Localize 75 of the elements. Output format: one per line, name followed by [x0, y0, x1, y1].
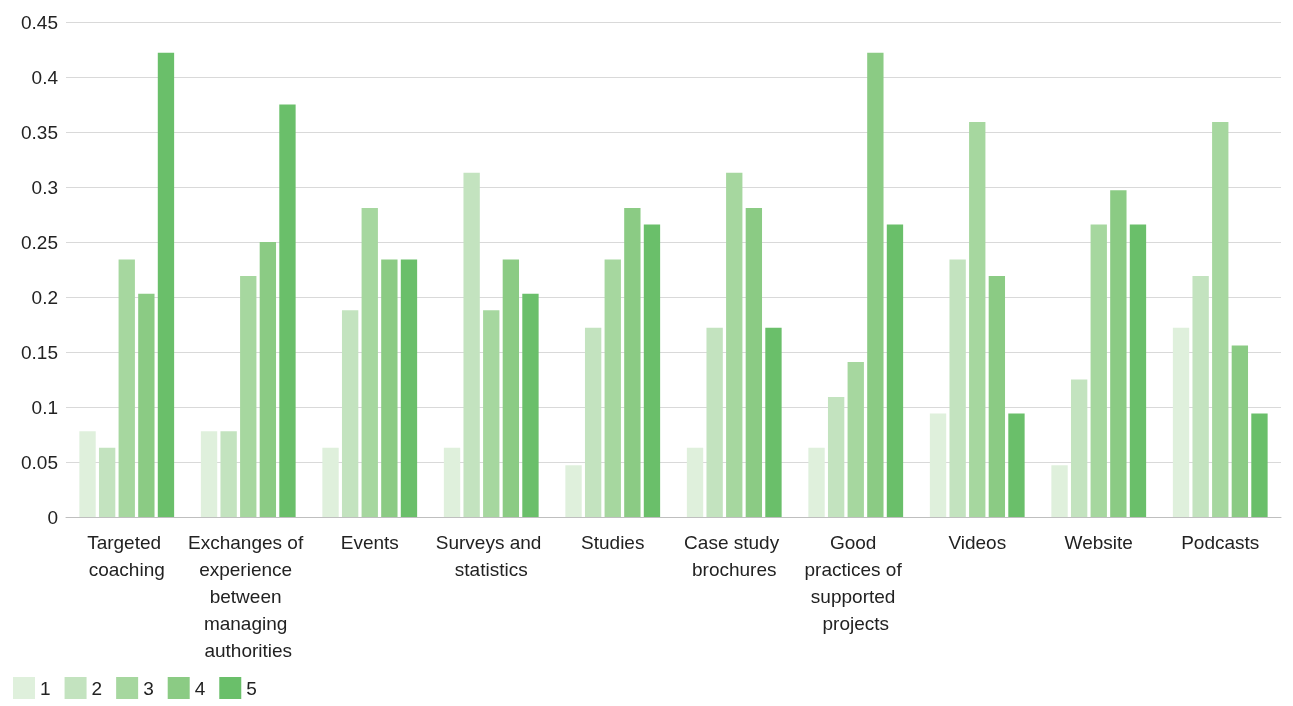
y-tick-label: 0.35: [21, 121, 58, 143]
y-tick-label: 0.3: [31, 176, 58, 198]
bar: [604, 259, 621, 517]
x-tick-label: Targeted coaching: [87, 532, 167, 580]
y-tick-label: 0.2: [31, 286, 58, 308]
x-tick-label: Good practices of supported projects: [804, 532, 907, 634]
bar: [1231, 345, 1249, 517]
bar: [341, 310, 359, 517]
bar: [1172, 327, 1190, 517]
bar: [765, 327, 782, 517]
bar: [867, 52, 884, 517]
bar: [259, 242, 277, 517]
bar: [1070, 379, 1088, 517]
bar: [643, 224, 661, 517]
bar: [686, 447, 704, 517]
x-tick-label: Events: [340, 532, 399, 553]
bar: [443, 447, 461, 517]
bar: [808, 447, 825, 517]
bar: [624, 207, 641, 517]
legend-label: 2: [91, 677, 103, 699]
bar: [847, 361, 864, 517]
x-tick-label: Website: [1064, 532, 1133, 553]
bar: [220, 431, 237, 517]
bar: [584, 327, 602, 517]
y-tick-label: 0.25: [21, 231, 58, 253]
bar: [361, 207, 378, 517]
bar: [400, 259, 418, 517]
bar: [157, 52, 175, 517]
bar: [1129, 224, 1147, 517]
x-tick-label: Podcasts: [1181, 532, 1260, 553]
bar: [322, 447, 339, 517]
x-tick-label: Surveys and statistics: [435, 532, 547, 580]
x-tick-label: Case study brochures: [684, 532, 785, 580]
bar: [1051, 465, 1068, 517]
bar: [118, 259, 135, 517]
y-tick-label: 0.4: [31, 66, 59, 88]
bar: [200, 431, 218, 517]
y-tick-label: 0: [47, 506, 58, 528]
bar: [1090, 224, 1107, 517]
bar: [79, 431, 96, 517]
bar: [745, 207, 763, 517]
bar: [969, 122, 986, 517]
bar: [138, 293, 155, 517]
bar: [726, 172, 743, 517]
bar: [463, 172, 480, 517]
y-tick-label: 0.15: [21, 341, 58, 363]
bar: [240, 276, 257, 517]
bar: [1110, 190, 1127, 517]
x-tick-label: Videos: [948, 532, 1007, 553]
bar: [706, 327, 723, 517]
bar: [1008, 413, 1025, 517]
y-tick-label: 0.05: [21, 451, 58, 473]
bar: [98, 447, 116, 517]
bar: [502, 259, 520, 517]
y-tick-label: 0.45: [21, 11, 58, 33]
legend-label: 1: [40, 677, 51, 699]
bar: [483, 310, 500, 517]
bar: [827, 397, 845, 517]
bar: [279, 104, 296, 517]
x-tick-label: Exchanges of experience between managing authorities: [188, 532, 309, 661]
y-tick-label: 0.1: [31, 396, 58, 418]
bar: [522, 293, 539, 517]
bar: [886, 224, 904, 517]
legend-label: 5: [246, 677, 257, 699]
bar: [988, 276, 1006, 517]
bar: [1192, 276, 1209, 517]
x-tick-label: Studies: [581, 532, 645, 553]
bar: [1251, 413, 1268, 517]
bar: [929, 413, 947, 517]
bar: [949, 259, 966, 517]
bar: [1212, 122, 1229, 517]
legend-label: 3: [143, 677, 154, 699]
bar: [565, 465, 582, 517]
legend-label: 4: [194, 677, 206, 699]
bar: [381, 259, 398, 517]
